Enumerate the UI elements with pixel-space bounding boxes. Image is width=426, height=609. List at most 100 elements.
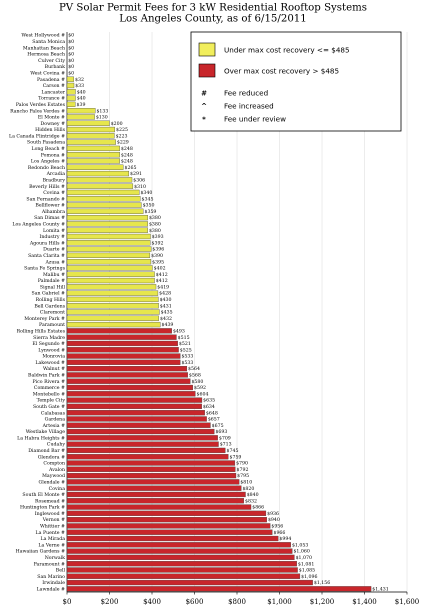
bar	[66, 120, 110, 126]
bar	[66, 315, 159, 321]
bar	[66, 523, 271, 529]
bar	[66, 82, 75, 89]
value-label: $580	[191, 379, 203, 385]
value-label: $0	[68, 64, 74, 70]
category-label: Commerce #	[34, 385, 65, 391]
category-label: Beverly Hills #	[29, 184, 65, 190]
value-label: $0	[68, 70, 74, 76]
bar	[66, 548, 293, 554]
category-label: Compton	[43, 461, 65, 467]
value-label: $940	[268, 517, 280, 523]
bar	[66, 384, 193, 391]
bar	[66, 145, 120, 152]
value-label: $635	[203, 398, 215, 404]
category-label: Bellflower #	[35, 203, 65, 209]
bar	[66, 321, 161, 328]
value-label: $248	[121, 152, 133, 158]
category-label: Los Angeles #	[31, 159, 65, 165]
category-label: Arcadia	[46, 171, 66, 177]
value-label: $380	[149, 222, 161, 228]
category-label: Rolling Hills	[36, 297, 66, 303]
value-label: $200	[111, 121, 123, 127]
bar	[66, 152, 120, 158]
value-label: $32	[75, 77, 84, 83]
bar	[66, 416, 207, 422]
x-tick-label: $600	[186, 598, 204, 606]
category-label: Long Beach #	[31, 146, 65, 152]
category-label: Bradbury	[43, 177, 66, 183]
category-label: Claremont	[40, 310, 65, 316]
value-label: $759	[229, 454, 241, 460]
category-label: Hermosa Beach	[27, 52, 65, 58]
bar	[66, 126, 115, 133]
category-label: San Marino	[37, 574, 65, 580]
bar	[66, 485, 242, 491]
category-label: Walnut #	[43, 366, 65, 372]
bar	[66, 208, 144, 214]
bar	[66, 517, 267, 523]
category-label: Vernon #	[42, 517, 65, 523]
bar	[66, 265, 153, 271]
bar	[66, 422, 211, 428]
category-label: Montebello #	[33, 391, 65, 397]
category-label: La Habra Heights #	[17, 435, 65, 441]
value-label: $265	[125, 165, 137, 171]
category-label: La Verne #	[38, 542, 65, 548]
bar	[66, 579, 313, 586]
value-label: $435	[161, 310, 173, 316]
category-label: San Gabriel #	[32, 291, 66, 297]
value-label: $0	[68, 39, 74, 45]
category-label: Santa Clarita #	[28, 253, 65, 259]
value-label: $412	[156, 278, 168, 284]
value-label: $795	[237, 473, 249, 479]
bar	[66, 76, 74, 82]
bar	[66, 290, 159, 296]
value-label: $533	[181, 360, 193, 366]
value-label: $40	[77, 89, 86, 95]
category-label: Diamond Bar #	[28, 448, 65, 454]
legend-swatch	[198, 63, 216, 78]
value-label: $345	[142, 196, 154, 202]
category-label: La Mirada	[40, 536, 65, 542]
value-label: $1,081	[298, 561, 314, 567]
category-label: Hidden Hills	[35, 127, 65, 133]
category-label: Agoura Hills #	[29, 240, 65, 246]
bar	[66, 108, 96, 114]
value-label: $350	[143, 203, 155, 209]
value-label: $533	[181, 354, 193, 360]
value-label: $402	[154, 266, 166, 272]
category-label: Azusa #	[45, 259, 66, 265]
category-label: Monrovia	[42, 354, 65, 360]
value-label: $648	[206, 410, 218, 416]
category-label: La Canada Flintridge #	[9, 133, 65, 139]
category-label: Bell	[56, 568, 66, 574]
bar	[66, 221, 148, 227]
bar	[66, 189, 140, 196]
bar	[66, 296, 159, 303]
bar	[66, 303, 159, 309]
bar	[66, 435, 218, 441]
bar	[66, 504, 252, 510]
bar	[66, 441, 219, 447]
category-label: Rolling Hills Estates	[17, 328, 66, 334]
value-label: $956	[271, 524, 283, 530]
bar	[66, 366, 188, 372]
value-label: $1,053	[292, 542, 308, 548]
category-label: Malibu #	[43, 272, 65, 278]
value-label: $340	[140, 190, 152, 196]
bar	[66, 133, 115, 139]
bar	[66, 139, 116, 145]
chart-title-line-2: Los Angeles County, as of 6/15/2011	[119, 14, 307, 25]
value-label: $223	[116, 133, 128, 139]
bar	[66, 410, 205, 416]
bar	[66, 535, 279, 542]
x-tick-label: $1,600	[395, 598, 420, 606]
value-label: $430	[160, 297, 172, 303]
bar	[66, 271, 155, 277]
legend-note-label: Fee increased	[224, 102, 274, 111]
bar	[66, 573, 301, 579]
bar	[66, 183, 134, 189]
bar	[66, 89, 76, 95]
bar	[66, 397, 203, 403]
value-label: $820	[242, 486, 254, 492]
